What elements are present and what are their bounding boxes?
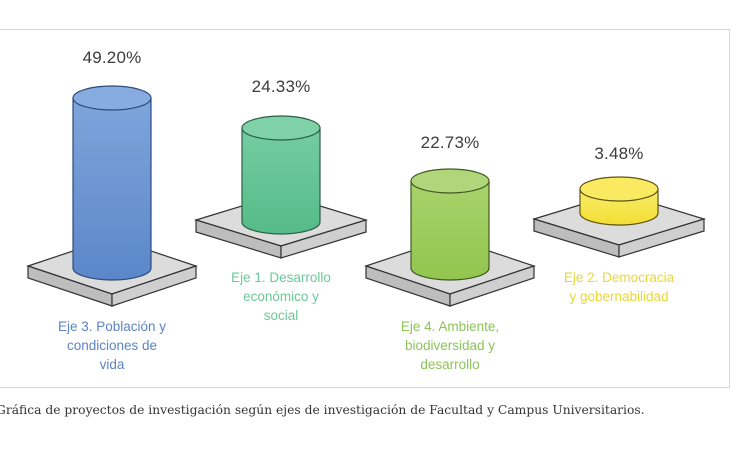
value-label-eje1: 24.33% <box>251 77 311 96</box>
bar-eje1 <box>193 115 369 259</box>
category-label-eje3: Eje 3. Población y condiciones de vida <box>57 319 167 372</box>
value-label-eje4: 22.73% <box>420 133 480 152</box>
value-label-eje2: 3.48% <box>594 144 644 163</box>
bar-eje4 <box>364 168 536 307</box>
figure-caption: Gráfica de proyectos de investigación se… <box>0 403 645 417</box>
category-label-eje1: Eje 1. Desarrollo económico y social <box>231 270 331 323</box>
category-label-eje2: Eje 2. Democracia y gobernabilidad <box>563 270 675 304</box>
value-label-eje3: 49.20% <box>82 48 142 67</box>
cylinder-chart <box>26 85 707 307</box>
bar-eje2 <box>531 176 707 258</box>
bar-eje3 <box>26 85 198 307</box>
category-label-eje4: Eje 4. Ambiente, biodiversidad y desarro… <box>400 319 500 372</box>
